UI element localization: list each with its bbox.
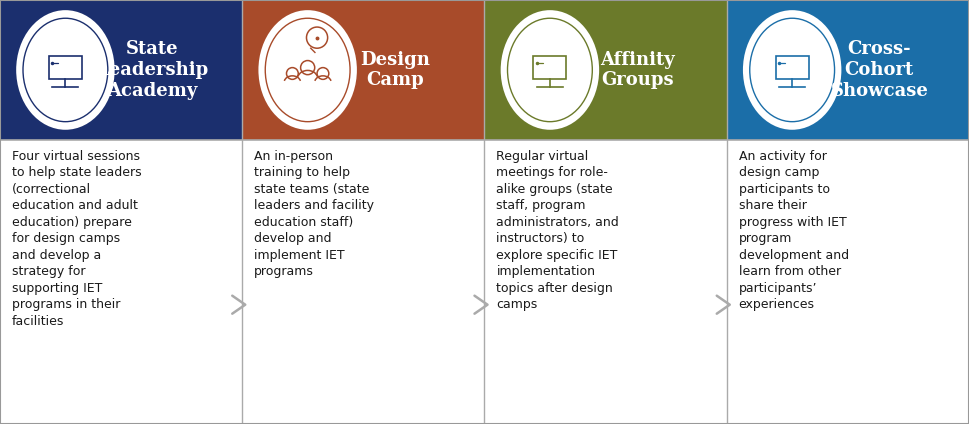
Ellipse shape [17, 11, 113, 129]
Text: Four virtual sessions
to help state leaders
(correctional
education and adult
ed: Four virtual sessions to help state lead… [12, 150, 141, 328]
Text: Affinity
Groups: Affinity Groups [600, 50, 674, 89]
FancyBboxPatch shape [727, 0, 969, 140]
FancyBboxPatch shape [0, 0, 242, 140]
Text: Design
Camp: Design Camp [359, 50, 430, 89]
FancyBboxPatch shape [484, 0, 727, 140]
FancyBboxPatch shape [727, 140, 969, 424]
FancyBboxPatch shape [242, 0, 484, 140]
FancyBboxPatch shape [0, 140, 242, 424]
FancyBboxPatch shape [242, 140, 484, 424]
Text: State
Leadership
Academy: State Leadership Academy [97, 40, 208, 100]
Text: Regular virtual
meetings for role-
alike groups (state
staff, program
administra: Regular virtual meetings for role- alike… [496, 150, 619, 311]
Ellipse shape [744, 11, 840, 129]
Text: An in-person
training to help
state teams (state
leaders and facility
education : An in-person training to help state team… [254, 150, 374, 279]
Text: An activity for
design camp
participants to
share their
progress with IET
progra: An activity for design camp participants… [738, 150, 849, 311]
FancyBboxPatch shape [484, 140, 727, 424]
Text: Cross-
Cohort
Showcase: Cross- Cohort Showcase [830, 40, 928, 100]
Ellipse shape [260, 11, 356, 129]
Ellipse shape [502, 11, 598, 129]
